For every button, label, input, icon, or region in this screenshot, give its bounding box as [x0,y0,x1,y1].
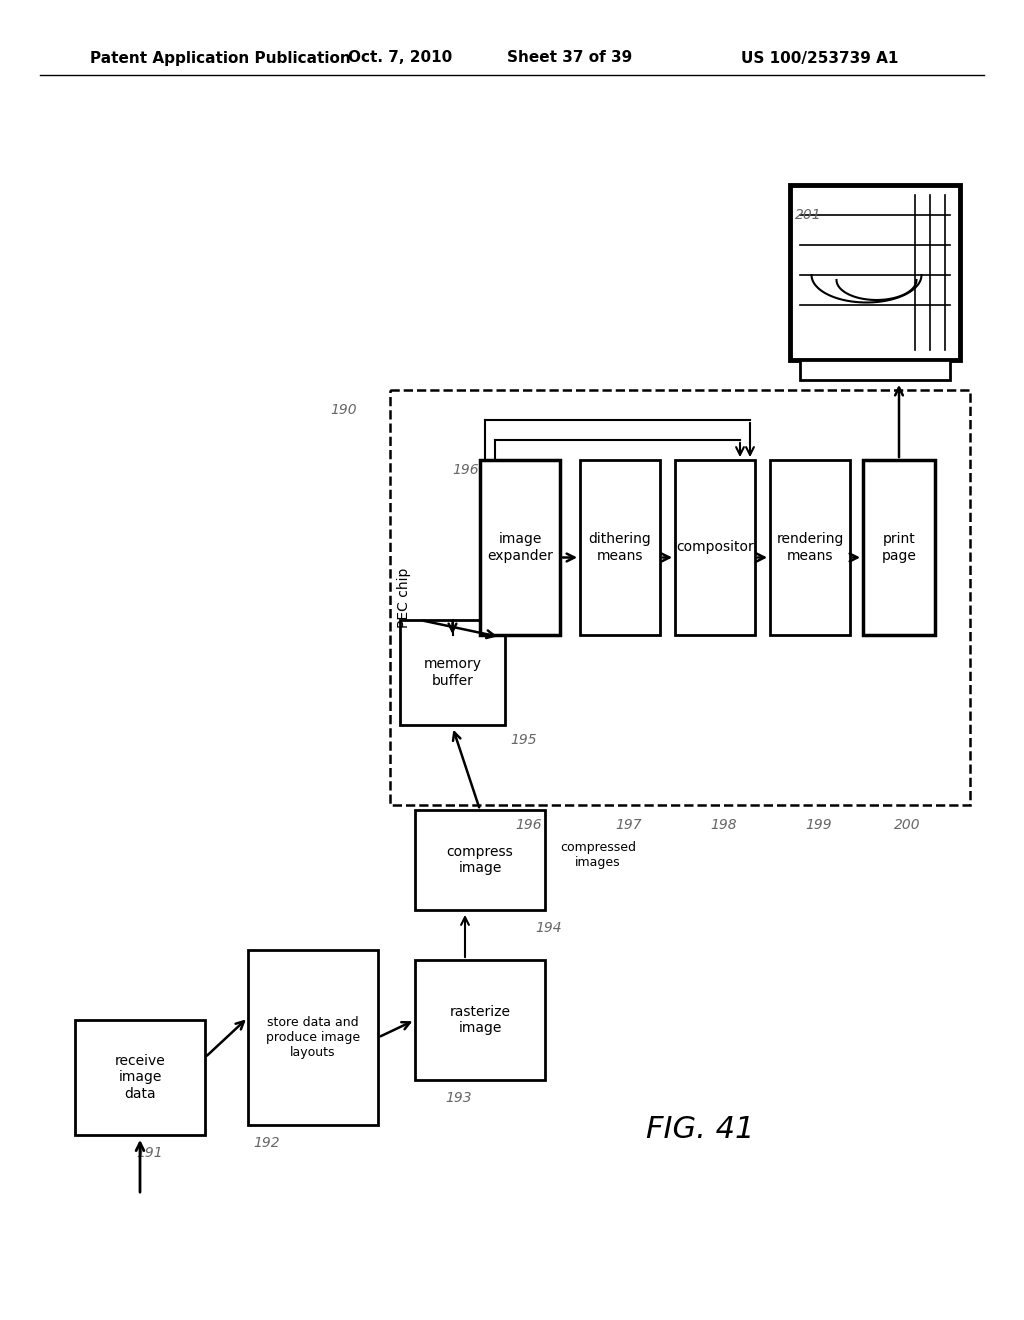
Text: 200: 200 [894,818,921,832]
Text: PEC chip: PEC chip [397,568,411,628]
Text: US 100/253739 A1: US 100/253739 A1 [741,50,899,66]
Text: 192: 192 [253,1137,280,1150]
Bar [415,960,545,1080]
Bar [415,810,545,909]
Text: FIG. 41: FIG. 41 [646,1115,755,1144]
Text: 193: 193 [445,1092,472,1105]
Text: 201: 201 [795,209,821,222]
Bar [770,459,850,635]
Text: store data and
produce image
layouts: store data and produce image layouts [266,1016,360,1059]
Text: 198: 198 [710,818,736,832]
Bar [480,459,560,635]
Text: 194: 194 [535,921,561,935]
Bar [790,185,961,360]
Bar [248,950,378,1125]
Bar [580,459,660,635]
Text: Oct. 7, 2010: Oct. 7, 2010 [348,50,453,66]
Text: 199: 199 [805,818,831,832]
Text: rasterize
image: rasterize image [450,1005,511,1035]
Text: receive
image
data: receive image data [115,1055,165,1101]
Text: 190: 190 [330,403,356,417]
Text: dithering
means: dithering means [589,532,651,562]
Text: 195: 195 [510,733,537,747]
Bar [390,389,970,805]
Text: compositor: compositor [676,540,754,554]
Text: memory
buffer: memory buffer [424,657,481,688]
Text: print
page: print page [882,532,916,562]
Bar [75,1020,205,1135]
Text: Patent Application Publication: Patent Application Publication [90,50,351,66]
Text: 196: 196 [452,463,478,477]
Text: compress
image: compress image [446,845,513,875]
Bar [675,459,755,635]
Bar [400,620,505,725]
Text: Sheet 37 of 39: Sheet 37 of 39 [507,50,633,66]
Text: image
expander: image expander [487,532,553,562]
Text: 196: 196 [515,818,542,832]
Bar [800,360,950,380]
Text: rendering
means: rendering means [776,532,844,562]
Bar [863,459,935,635]
Text: 197: 197 [615,818,642,832]
Text: compressed
images: compressed images [560,841,636,869]
Text: 191: 191 [136,1146,163,1160]
